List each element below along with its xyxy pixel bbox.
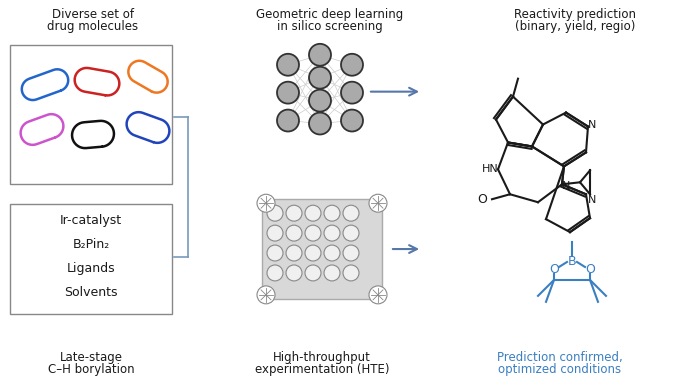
Circle shape xyxy=(324,265,340,281)
Text: drug molecules: drug molecules xyxy=(47,20,138,33)
Text: Ligands: Ligands xyxy=(66,262,115,275)
Bar xyxy=(262,199,382,299)
Circle shape xyxy=(369,194,387,212)
Text: Diverse set of: Diverse set of xyxy=(52,8,134,21)
Text: Reactivity prediction: Reactivity prediction xyxy=(514,8,636,21)
Circle shape xyxy=(267,205,283,221)
Text: Ir-catalyst: Ir-catalyst xyxy=(60,214,122,227)
Circle shape xyxy=(343,225,359,241)
Circle shape xyxy=(286,265,302,281)
Text: N: N xyxy=(562,181,570,191)
Circle shape xyxy=(286,205,302,221)
Circle shape xyxy=(305,225,321,241)
Text: High-throughput: High-throughput xyxy=(273,351,371,364)
Circle shape xyxy=(286,225,302,241)
Circle shape xyxy=(277,54,299,76)
Circle shape xyxy=(267,245,283,261)
Circle shape xyxy=(309,113,331,135)
Text: B: B xyxy=(568,255,576,268)
Circle shape xyxy=(286,245,302,261)
Circle shape xyxy=(277,110,299,132)
Circle shape xyxy=(341,110,363,132)
Circle shape xyxy=(309,44,331,66)
Circle shape xyxy=(267,265,283,281)
Text: B₂Pin₂: B₂Pin₂ xyxy=(73,238,110,251)
Circle shape xyxy=(257,194,275,212)
Text: in silico screening: in silico screening xyxy=(277,20,383,33)
Circle shape xyxy=(309,67,331,89)
Circle shape xyxy=(305,265,321,281)
Circle shape xyxy=(324,245,340,261)
Circle shape xyxy=(341,82,363,103)
Circle shape xyxy=(267,225,283,241)
Text: Solvents: Solvents xyxy=(64,286,118,299)
Circle shape xyxy=(324,225,340,241)
Text: C–H borylation: C–H borylation xyxy=(48,363,134,376)
Circle shape xyxy=(343,265,359,281)
Text: HN: HN xyxy=(482,164,499,174)
Text: O: O xyxy=(477,193,487,206)
Bar xyxy=(10,45,172,184)
Circle shape xyxy=(343,245,359,261)
Circle shape xyxy=(309,90,331,111)
Circle shape xyxy=(305,245,321,261)
Text: experimentation (HTE): experimentation (HTE) xyxy=(255,363,389,376)
Circle shape xyxy=(324,205,340,221)
Text: N: N xyxy=(588,119,596,130)
Circle shape xyxy=(257,286,275,304)
Circle shape xyxy=(343,205,359,221)
Text: Late-stage: Late-stage xyxy=(60,351,123,364)
Text: (binary, yield, regio): (binary, yield, regio) xyxy=(515,20,635,33)
Text: O: O xyxy=(585,263,595,276)
Circle shape xyxy=(369,286,387,304)
Bar xyxy=(10,204,172,314)
Text: Prediction confirmed,: Prediction confirmed, xyxy=(497,351,623,364)
Text: N: N xyxy=(588,195,596,205)
Text: Geometric deep learning: Geometric deep learning xyxy=(256,8,403,21)
Circle shape xyxy=(277,82,299,103)
Text: optimized conditions: optimized conditions xyxy=(499,363,621,376)
Text: O: O xyxy=(549,263,559,276)
Circle shape xyxy=(305,205,321,221)
Circle shape xyxy=(341,54,363,76)
